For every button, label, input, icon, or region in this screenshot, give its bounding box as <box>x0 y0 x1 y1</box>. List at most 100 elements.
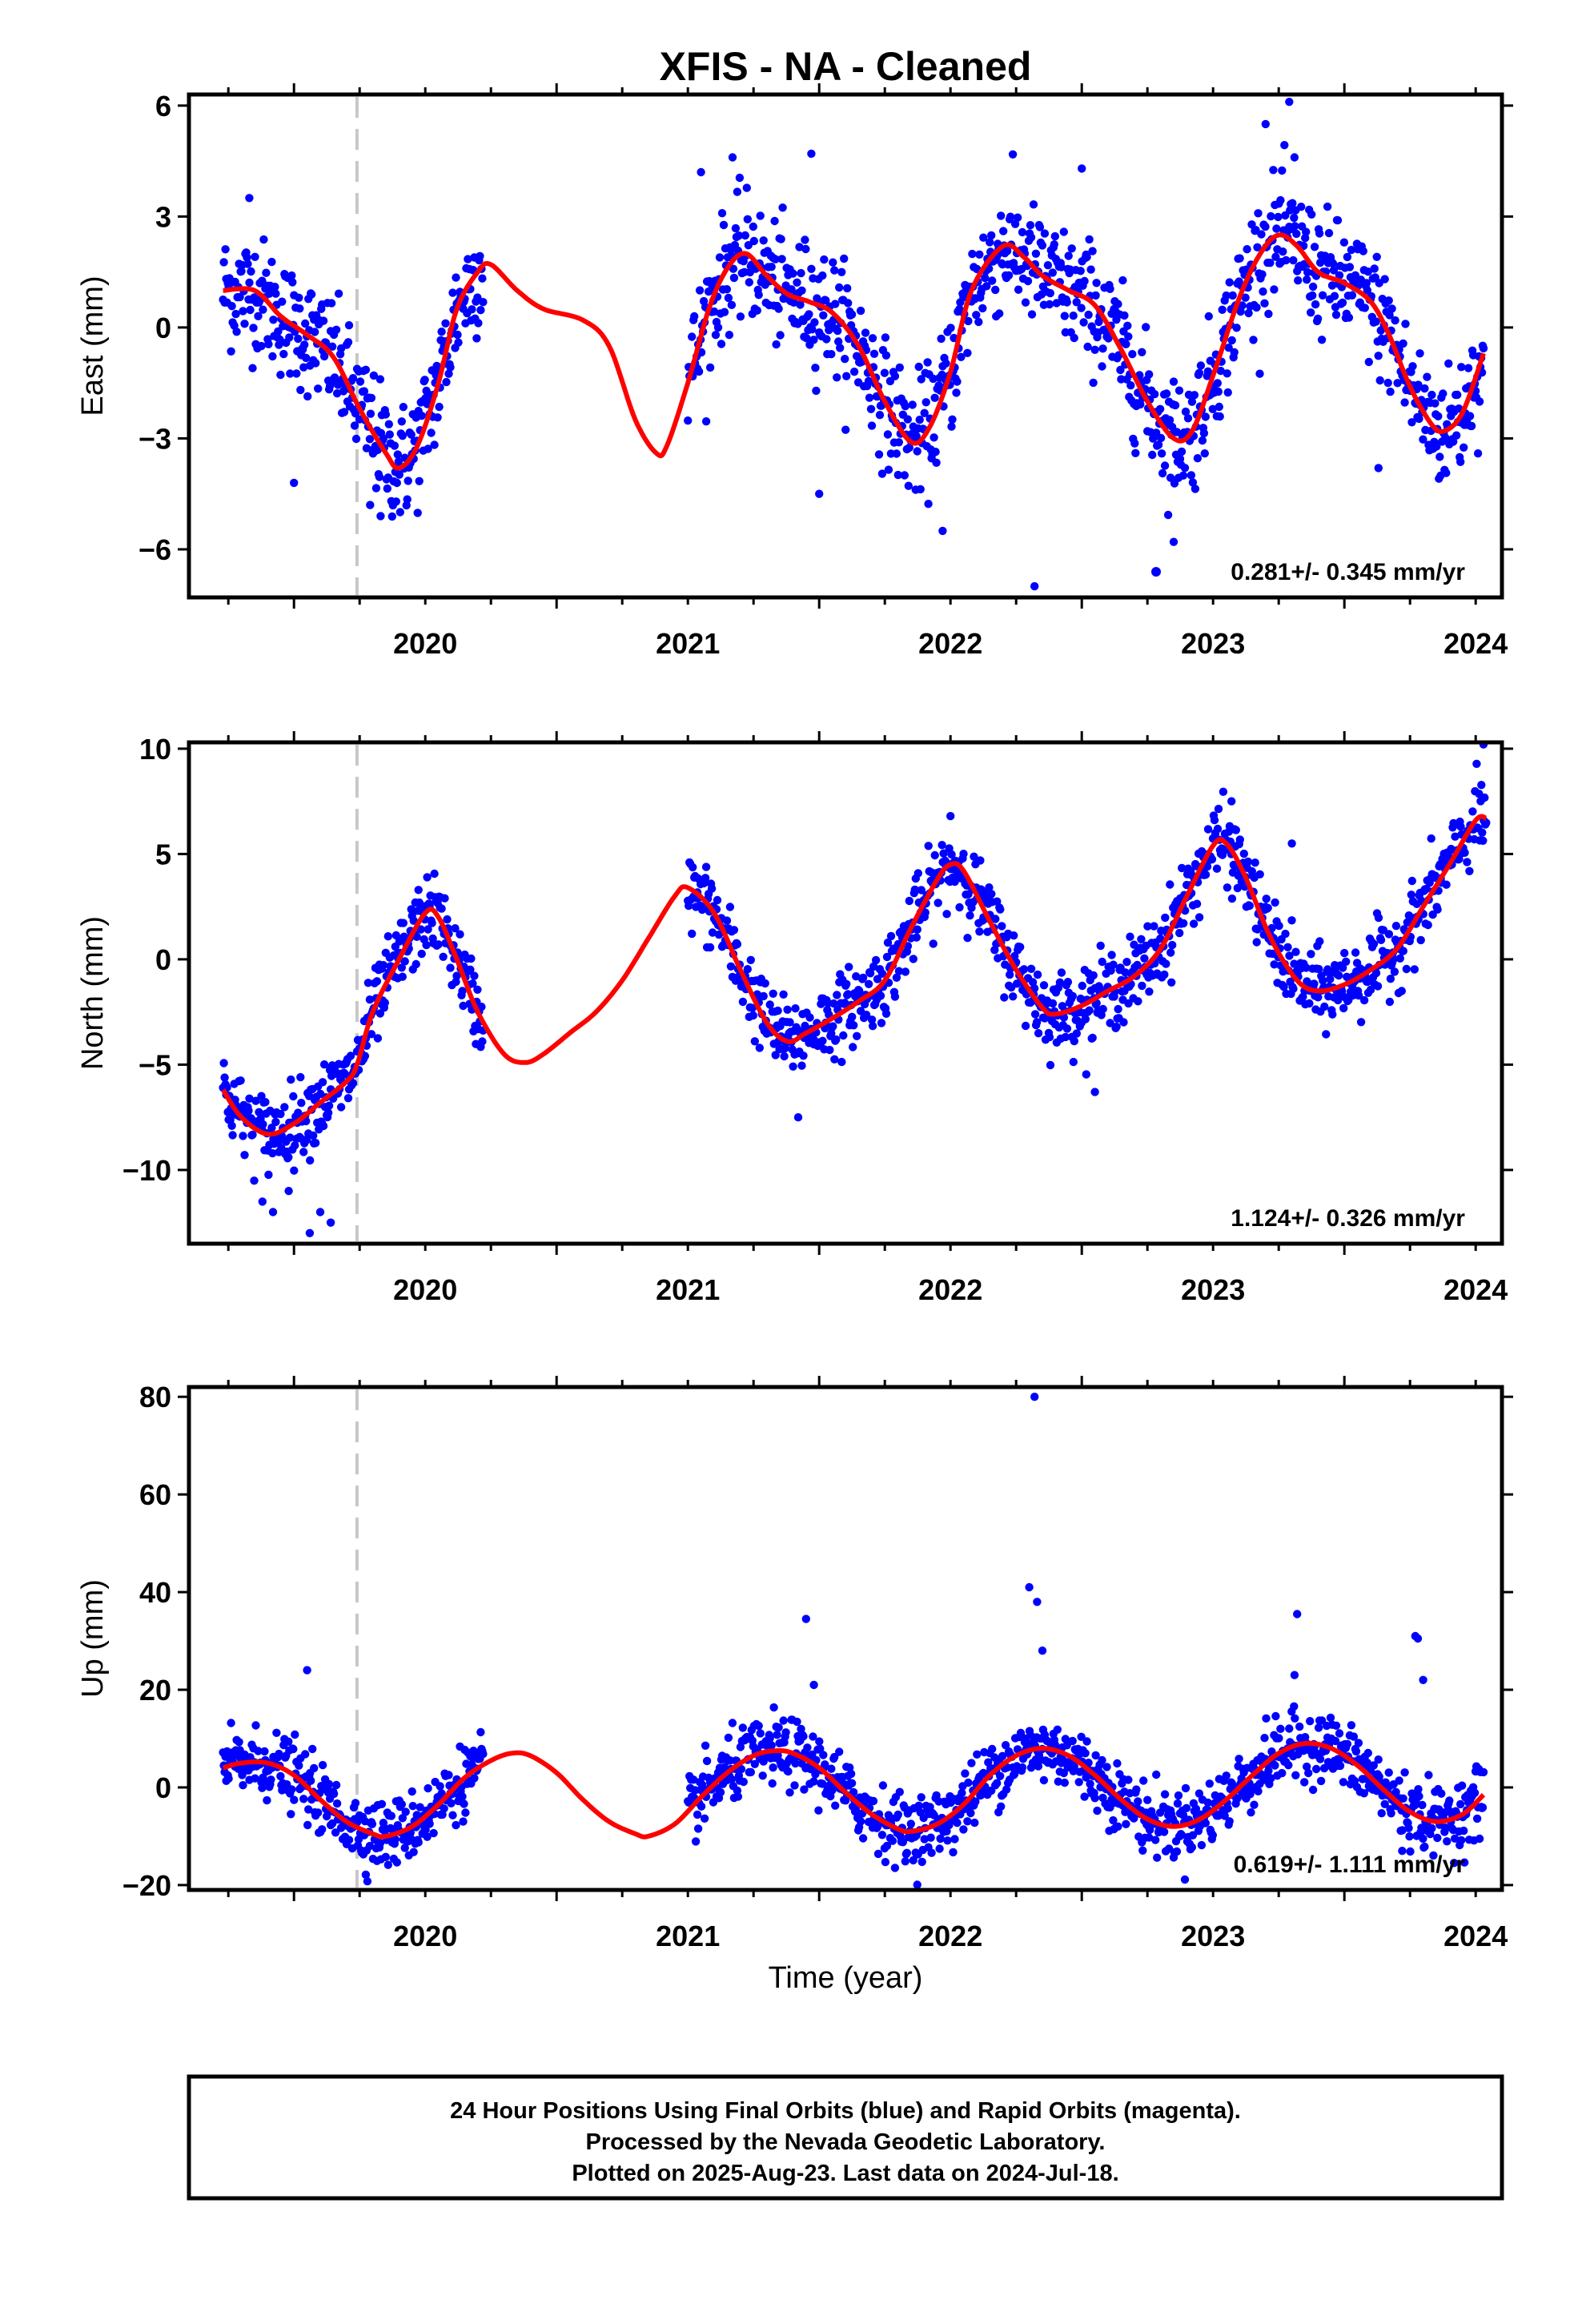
data-point <box>276 1109 285 1119</box>
data-point <box>812 386 821 396</box>
data-point <box>366 409 375 418</box>
data-point <box>437 904 446 913</box>
data-point <box>261 1098 270 1107</box>
data-point <box>893 1810 903 1819</box>
data-point <box>997 1802 1006 1811</box>
data-point <box>1189 919 1199 928</box>
data-point <box>942 359 950 368</box>
data-point <box>737 1764 746 1774</box>
data-point <box>1444 359 1453 368</box>
data-point <box>959 850 968 858</box>
data-point <box>947 850 956 859</box>
data-point <box>1098 344 1107 353</box>
data-point <box>738 997 748 1007</box>
data-point <box>1136 400 1145 409</box>
data-point <box>301 319 310 328</box>
data-point <box>1323 202 1332 211</box>
data-point <box>404 476 412 485</box>
data-point <box>1145 1833 1154 1842</box>
data-point <box>1186 471 1196 480</box>
data-point <box>1397 987 1407 995</box>
data-point <box>1291 222 1299 231</box>
data-point <box>1351 948 1360 957</box>
data-point <box>379 434 388 443</box>
data-point <box>303 1820 312 1830</box>
data-point <box>1267 211 1275 221</box>
data-point <box>289 1744 298 1754</box>
data-point <box>1255 369 1264 378</box>
data-point <box>1465 412 1475 420</box>
data-point <box>1304 1768 1313 1778</box>
data-point <box>1303 1762 1311 1771</box>
data-point <box>443 915 452 924</box>
data-point <box>818 1036 827 1046</box>
rate-label: 0.619+/- 1.111 mm/yr <box>1234 1852 1466 1878</box>
data-point <box>1093 1806 1102 1815</box>
data-point <box>1460 1826 1468 1835</box>
data-point <box>1285 951 1294 960</box>
data-point <box>1061 1735 1070 1743</box>
data-point <box>1021 1021 1030 1031</box>
data-point <box>784 1767 793 1776</box>
data-point <box>917 375 926 384</box>
data-point <box>1124 1775 1133 1784</box>
data-point <box>1315 1755 1325 1763</box>
data-point <box>1157 449 1166 458</box>
data-point <box>439 952 448 962</box>
data-point <box>700 1814 709 1823</box>
data-point <box>1174 386 1184 395</box>
data-point <box>1160 1790 1170 1799</box>
panel-up: −20 0 20 40 60 80 2020 2021 2022 2023 2024 Up (mm) 0… <box>76 1376 1513 1952</box>
data-point <box>436 1782 444 1791</box>
data-point <box>1161 913 1170 923</box>
data-point <box>1275 1734 1283 1743</box>
data-point <box>890 1864 900 1872</box>
data-point <box>1317 1716 1327 1725</box>
data-point <box>1310 243 1319 251</box>
data-point <box>975 927 984 936</box>
data-point <box>417 949 426 959</box>
data-point <box>1038 1647 1047 1655</box>
data-point <box>1180 1875 1190 1884</box>
data-point <box>1089 378 1098 388</box>
data-point <box>1302 963 1311 972</box>
data-point <box>390 441 399 450</box>
data-point <box>1285 1724 1294 1733</box>
data-point <box>336 1103 346 1112</box>
data-point <box>888 1836 897 1845</box>
data-point <box>811 364 820 372</box>
data-point <box>1285 98 1294 107</box>
data-point <box>423 1832 432 1841</box>
data-point <box>1339 238 1349 247</box>
data-point <box>1172 428 1182 436</box>
data-point <box>793 1717 801 1727</box>
data-point <box>913 1880 921 1889</box>
data-point <box>845 963 853 971</box>
data-point <box>1318 291 1327 300</box>
data-point <box>1354 1739 1363 1747</box>
data-point <box>1297 203 1306 211</box>
data-point <box>979 233 988 242</box>
data-point <box>1278 166 1287 175</box>
data-point <box>880 368 889 377</box>
data-point <box>1243 245 1251 254</box>
data-point <box>1427 390 1436 400</box>
data-point <box>1119 1018 1128 1027</box>
data-point <box>991 915 1000 923</box>
y-tick-label: 80 <box>139 1381 171 1413</box>
data-point <box>1163 510 1173 520</box>
data-point <box>953 377 962 386</box>
data-point <box>895 363 905 372</box>
data-point <box>343 338 353 347</box>
data-point <box>966 1808 975 1818</box>
data-point <box>259 1120 267 1129</box>
data-point <box>1258 270 1267 279</box>
data-point <box>910 885 920 895</box>
data-point <box>1363 1759 1372 1767</box>
data-point <box>861 328 870 337</box>
data-point <box>1039 981 1049 990</box>
data-point <box>769 989 777 999</box>
data-point <box>363 1877 372 1886</box>
data-point <box>829 1022 837 1031</box>
data-point <box>1475 397 1484 406</box>
